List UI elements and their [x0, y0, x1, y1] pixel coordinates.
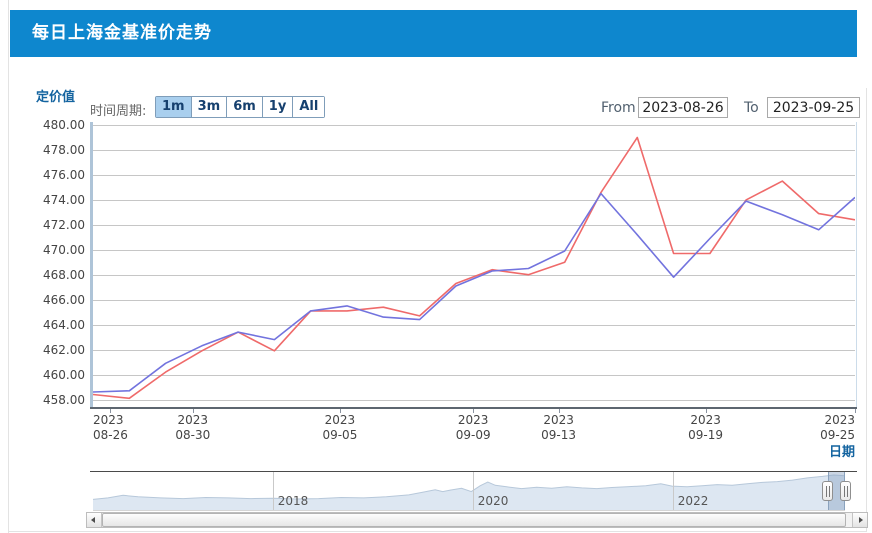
- plot-area: [93, 136, 855, 400]
- x-tick-label: 2023 09-09: [455, 413, 491, 442]
- gridline: [93, 150, 855, 151]
- period-button-3m[interactable]: 3m: [191, 97, 228, 117]
- period-button-all[interactable]: All: [293, 97, 325, 117]
- navigator-year-label: 2020: [477, 494, 509, 508]
- y-tick-label: 468.00: [43, 267, 85, 282]
- y-tick-label: 472.00: [43, 217, 85, 232]
- navigator-handle-right[interactable]: [839, 481, 851, 501]
- x-tick-label: 2023 08-26: [93, 413, 128, 442]
- gridline: [93, 299, 855, 301]
- navigator: 2018 2020 2022: [93, 472, 851, 511]
- time-period-label: 时间周期:: [90, 104, 147, 119]
- x-tick-mark: [339, 409, 341, 413]
- panel-border-left: [8, 0, 9, 533]
- gridline: [93, 274, 855, 276]
- x-tick-mark: [192, 409, 194, 413]
- navigator-year-gridline: [672, 472, 674, 510]
- scrollbar-right-arrow-button[interactable]: [852, 513, 867, 527]
- x-tick-label: 2023 08-30: [175, 413, 211, 442]
- benchmark-price-red-line: [93, 136, 855, 400]
- x-tick-mark: [855, 409, 856, 413]
- y-tick-label: 474.00: [43, 192, 85, 207]
- from-date-input[interactable]: [638, 97, 728, 118]
- navigator-year-gridline: [272, 472, 274, 510]
- navigator-area: [93, 475, 845, 510]
- x-axis-title: 日期: [828, 445, 855, 460]
- x-tick-label: 2023 09-19: [688, 413, 724, 442]
- to-label: To: [744, 100, 759, 116]
- navigator-top-border: [90, 471, 857, 472]
- grip-icon: [826, 486, 831, 497]
- gridline: [93, 199, 855, 201]
- period-button-6m[interactable]: 6m: [227, 97, 263, 117]
- navigator-year-label: 2022: [677, 494, 709, 508]
- y-tick-label: 458.00: [43, 392, 85, 407]
- period-button-group: 1m 3m 6m 1y All: [155, 96, 326, 118]
- y-tick-label: 460.00: [43, 367, 85, 382]
- gridline: [93, 174, 855, 176]
- grip-icon: [843, 486, 848, 497]
- to-date-input[interactable]: [767, 97, 860, 118]
- navigator-year-gridline: [472, 472, 474, 510]
- navigator-year-label: 2018: [277, 494, 309, 508]
- gridline: [93, 224, 855, 226]
- left-arrow-icon: [91, 517, 95, 523]
- y-tick-label: 462.00: [43, 342, 85, 357]
- gridline: [93, 399, 855, 401]
- navigator-area-chart: [93, 474, 845, 510]
- y-axis-line: [90, 122, 93, 408]
- gridline: [93, 249, 855, 251]
- x-tick-label: 2023 09-13: [541, 413, 577, 442]
- gridline: [93, 324, 855, 326]
- y-tick-label: 464.00: [43, 317, 85, 332]
- from-label: From: [601, 100, 636, 116]
- benchmark-price-blue-line: [93, 192, 855, 393]
- period-button-1y[interactable]: 1y: [262, 97, 294, 117]
- y-tick-label: 480.00: [43, 118, 85, 132]
- plot-right-edge: [856, 122, 857, 408]
- x-tick-mark: [705, 409, 707, 413]
- x-tick-mark: [558, 409, 560, 413]
- horizontal-scrollbar[interactable]: [86, 512, 868, 528]
- panel-title: 每日上海金基准价走势: [32, 23, 212, 43]
- scrollbar-thumb[interactable]: [102, 513, 846, 527]
- period-button-1m[interactable]: 1m: [156, 97, 192, 117]
- y-tick-label: 466.00: [43, 292, 85, 307]
- x-axis-line: [90, 407, 857, 409]
- gridline: [93, 125, 855, 126]
- x-tick-mark: [109, 409, 111, 413]
- gridline: [93, 349, 855, 351]
- x-tick-mark: [473, 409, 475, 413]
- scrollbar-left-arrow-button[interactable]: [87, 513, 102, 527]
- panel-border-bottom: [8, 531, 867, 532]
- y-axis-title: 定价值: [36, 90, 76, 105]
- navigator-bottom-border: [93, 510, 845, 511]
- y-tick-label: 478.00: [43, 143, 85, 157]
- y-tick-label: 476.00: [43, 167, 85, 182]
- navigator-handle-left[interactable]: [822, 481, 834, 501]
- right-arrow-icon: [859, 517, 863, 523]
- x-tick-label: 2023 09-25: [820, 413, 855, 442]
- panel-header: 每日上海金基准价走势: [10, 10, 857, 57]
- y-tick-label: 470.00: [43, 242, 85, 257]
- x-tick-label: 2023 09-05: [322, 413, 358, 442]
- panel-border-right: [866, 88, 867, 532]
- gridline: [93, 374, 855, 376]
- navigator-area-edge: [93, 474, 845, 500]
